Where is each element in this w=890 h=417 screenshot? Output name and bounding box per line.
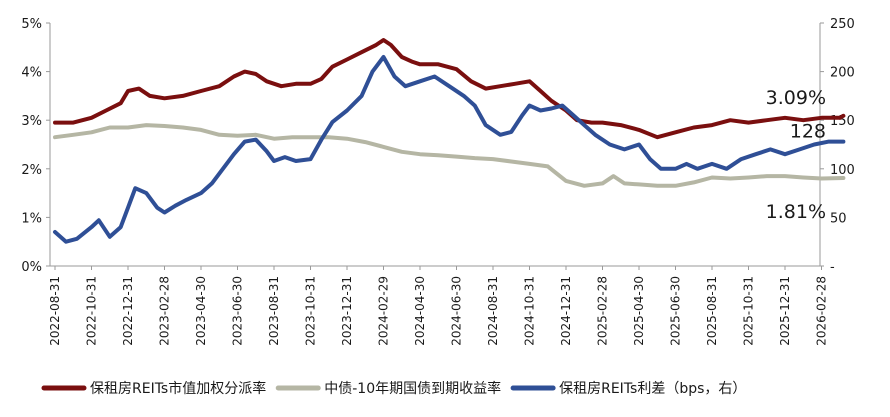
x-tick-label: 2023-02-28 — [158, 276, 172, 346]
y-right-tick-label: 100 — [830, 163, 855, 178]
legend-label-0: 保租房REITs市值加权分派率 — [90, 380, 266, 397]
annotation-label-1: 128 — [790, 121, 826, 143]
series-line-1 — [53, 123, 846, 188]
y-right-tick-label: 50 — [830, 211, 847, 226]
x-tick-label: 2023-08-31 — [267, 276, 281, 346]
x-tick-label: 2024-10-31 — [523, 276, 537, 346]
x-tick-label: 2024-04-30 — [413, 276, 427, 346]
series-line-2 — [53, 55, 846, 244]
x-tick-label: 2025-02-28 — [596, 276, 610, 346]
x-tick-label: 2023-06-30 — [231, 276, 245, 346]
y-left-tick-label: 5% — [21, 17, 42, 32]
x-tick-label: 2023-10-31 — [304, 276, 318, 346]
axes — [49, 23, 821, 267]
x-tick-label: 2023-04-30 — [194, 276, 208, 346]
x-tick-label: 2025-08-31 — [705, 276, 719, 346]
x-tick-label: 2024-12-31 — [559, 276, 573, 346]
series-lines — [53, 38, 846, 244]
legend-label-1: 中债-10年期国债到期收益率 — [324, 380, 501, 397]
annotation-label-2: 1.81% — [766, 201, 826, 223]
y-right-tick-label: 250 — [830, 17, 855, 32]
x-tick-label: 2024-08-31 — [486, 276, 500, 346]
series-line-0 — [53, 38, 846, 140]
y-left-tick-label: 1% — [21, 211, 42, 226]
y-right-tick-label: - — [830, 260, 835, 275]
x-tick-label: 2025-12-31 — [778, 276, 792, 346]
y-left-tick-label: 2% — [21, 163, 42, 178]
y-left-tick-label: 3% — [21, 114, 42, 129]
x-tick-label: 2023-12-31 — [340, 276, 354, 346]
x-tick-label: 2022-08-31 — [48, 276, 62, 346]
legend-label-2: 保租房REITs利差（bps，右） — [559, 381, 746, 397]
y-right-tick-label: 200 — [830, 66, 855, 81]
y-left-tick-label: 4% — [21, 66, 42, 81]
y-axis-left-ticks: 0% 1% 2% 3% 4% 5% — [21, 17, 50, 275]
x-tick-label: 2025-04-30 — [632, 276, 646, 346]
annotations: 3.09% 128 1.81% — [766, 87, 826, 223]
x-tick-label: 2024-06-30 — [450, 276, 464, 346]
annotation-label-0: 3.09% — [766, 87, 826, 109]
x-tick-label: 2025-10-31 — [742, 276, 756, 346]
x-tick-label: 2022-10-31 — [85, 276, 99, 346]
y-left-tick-label: 0% — [21, 260, 42, 275]
x-tick-label: 2024-02-29 — [377, 276, 391, 346]
x-tick-label: 2025-06-30 — [669, 276, 683, 346]
x-tick-label: 2026-02-28 — [815, 276, 829, 346]
legend: 保租房REITs市值加权分派率 中债-10年期国债到期收益率 保租房REITs利差（… — [41, 380, 746, 397]
x-axis-ticks: 2022-08-31 2022-10-31 2022-12-31 2023-02-28… — [48, 266, 829, 346]
x-tick-label: 2022-12-31 — [121, 276, 135, 346]
